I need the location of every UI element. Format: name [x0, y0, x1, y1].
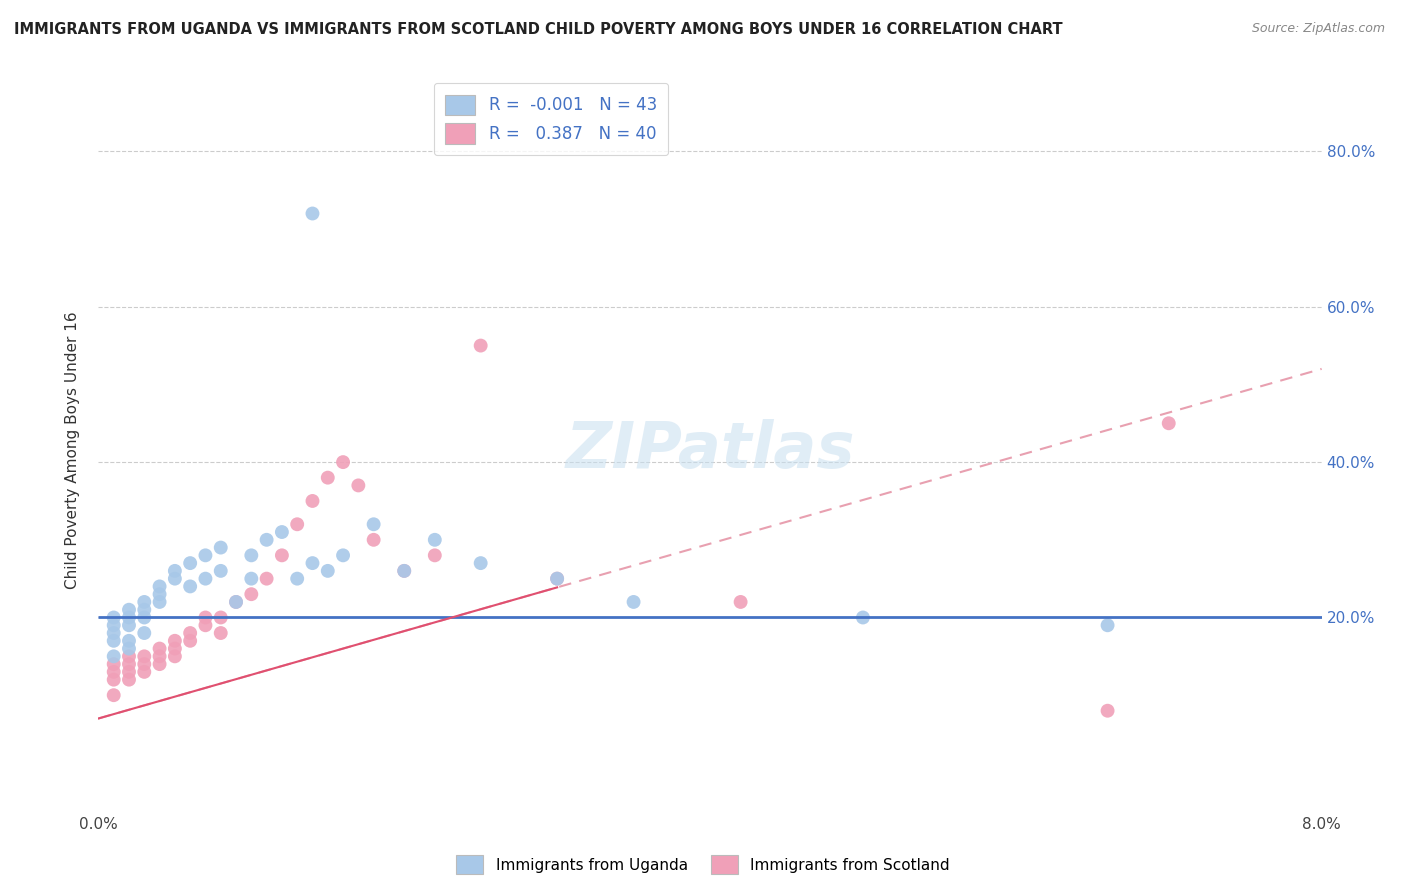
Point: [103, 688, 125, 702]
Point: [163, 633, 186, 648]
Point: [301, 556, 323, 570]
Point: [118, 649, 141, 664]
Point: [209, 610, 232, 624]
Point: [103, 673, 125, 687]
Point: [730, 595, 752, 609]
Point: [225, 595, 247, 609]
Point: [163, 649, 186, 664]
Point: [118, 603, 141, 617]
Point: [392, 564, 416, 578]
Point: [301, 206, 323, 220]
Point: [134, 610, 156, 624]
Point: [546, 572, 568, 586]
Point: [118, 633, 141, 648]
Point: [332, 455, 354, 469]
Point: [149, 657, 172, 672]
Point: [240, 549, 263, 563]
Point: [103, 657, 125, 672]
Point: [194, 549, 217, 563]
Point: [392, 564, 416, 578]
Point: [179, 626, 201, 640]
Point: [225, 595, 247, 609]
Point: [134, 595, 156, 609]
Point: [103, 626, 125, 640]
Point: [240, 587, 263, 601]
Point: [194, 618, 217, 632]
Point: [347, 478, 370, 492]
Point: [134, 626, 156, 640]
Point: [134, 603, 156, 617]
Point: [470, 556, 492, 570]
Text: ZIPatlas: ZIPatlas: [565, 419, 855, 482]
Legend: R =  -0.001   N = 43, R =   0.387   N = 40: R = -0.001 N = 43, R = 0.387 N = 40: [433, 83, 668, 155]
Point: [149, 579, 172, 593]
Point: [209, 541, 232, 555]
Point: [134, 665, 156, 679]
Point: [134, 657, 156, 672]
Point: [1097, 618, 1119, 632]
Point: [163, 641, 186, 656]
Point: [1097, 704, 1119, 718]
Point: [134, 649, 156, 664]
Point: [623, 595, 645, 609]
Point: [103, 665, 125, 679]
Point: [118, 610, 141, 624]
Point: [179, 556, 201, 570]
Point: [285, 572, 308, 586]
Text: Source: ZipAtlas.com: Source: ZipAtlas.com: [1251, 22, 1385, 36]
Point: [285, 517, 308, 532]
Point: [118, 657, 141, 672]
Point: [103, 610, 125, 624]
Point: [270, 524, 294, 539]
Point: [1157, 417, 1180, 431]
Point: [546, 572, 568, 586]
Point: [316, 470, 339, 484]
Point: [118, 673, 141, 687]
Point: [316, 564, 339, 578]
Point: [194, 610, 217, 624]
Point: [179, 633, 201, 648]
Point: [470, 338, 492, 352]
Y-axis label: Child Poverty Among Boys Under 16: Child Poverty Among Boys Under 16: [65, 311, 80, 590]
Point: [149, 641, 172, 656]
Point: [179, 579, 201, 593]
Point: [301, 494, 323, 508]
Point: [423, 533, 446, 547]
Point: [149, 587, 172, 601]
Point: [103, 633, 125, 648]
Point: [163, 564, 186, 578]
Point: [270, 549, 294, 563]
Point: [332, 549, 354, 563]
Point: [149, 649, 172, 664]
Point: [103, 618, 125, 632]
Text: IMMIGRANTS FROM UGANDA VS IMMIGRANTS FROM SCOTLAND CHILD POVERTY AMONG BOYS UNDE: IMMIGRANTS FROM UGANDA VS IMMIGRANTS FRO…: [14, 22, 1063, 37]
Point: [209, 564, 232, 578]
Point: [423, 549, 446, 563]
Point: [209, 626, 232, 640]
Point: [256, 533, 278, 547]
Point: [256, 572, 278, 586]
Point: [118, 618, 141, 632]
Point: [363, 517, 385, 532]
Point: [363, 533, 385, 547]
Point: [194, 572, 217, 586]
Point: [163, 572, 186, 586]
Point: [852, 610, 875, 624]
Point: [149, 595, 172, 609]
Point: [103, 649, 125, 664]
Point: [118, 665, 141, 679]
Point: [118, 641, 141, 656]
Point: [240, 572, 263, 586]
Legend: Immigrants from Uganda, Immigrants from Scotland: Immigrants from Uganda, Immigrants from …: [450, 849, 956, 880]
